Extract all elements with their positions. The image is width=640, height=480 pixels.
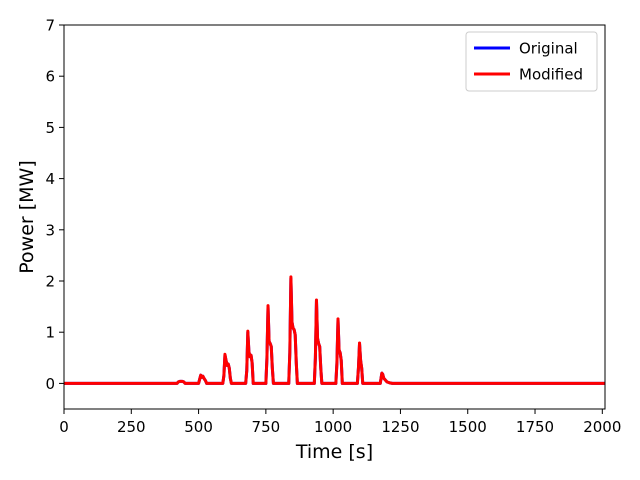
y-tick-label: 6 — [45, 68, 55, 86]
y-axis: 0 1 2 3 4 5 6 7 — [45, 17, 64, 393]
y-tick-label: 5 — [45, 119, 55, 137]
legend-label-modified: Modified — [519, 66, 583, 84]
x-tick-label: 750 — [252, 418, 281, 436]
x-tick-label: 1500 — [449, 418, 487, 436]
x-tick-label: 1750 — [516, 418, 554, 436]
series-line-modified — [64, 275, 605, 385]
y-tick-label: 3 — [45, 221, 55, 239]
x-tick-label: 1250 — [381, 418, 419, 436]
x-tick-label: 1000 — [314, 418, 352, 436]
legend: Original Modified — [465, 31, 598, 92]
x-tick-label: 0 — [59, 418, 69, 436]
x-tick-label: 2000 — [583, 418, 621, 436]
x-axis: 0 250 500 750 1000 1250 1500 1750 2000 — [59, 409, 621, 436]
series-layer — [64, 275, 605, 385]
plot-frame — [63, 24, 606, 410]
x-tick-label: 250 — [117, 418, 146, 436]
legend-label-original: Original — [519, 40, 578, 58]
y-tick-label: 0 — [45, 375, 55, 393]
y-axis-label: Power [MW] — [16, 160, 38, 274]
y-tick-label: 1 — [45, 324, 55, 342]
x-axis-label: Time [s] — [295, 441, 373, 463]
y-tick-label: 4 — [45, 170, 55, 188]
x-tick-label: 500 — [184, 418, 213, 436]
y-tick-label: 2 — [45, 273, 55, 291]
y-tick-label: 7 — [45, 17, 55, 35]
